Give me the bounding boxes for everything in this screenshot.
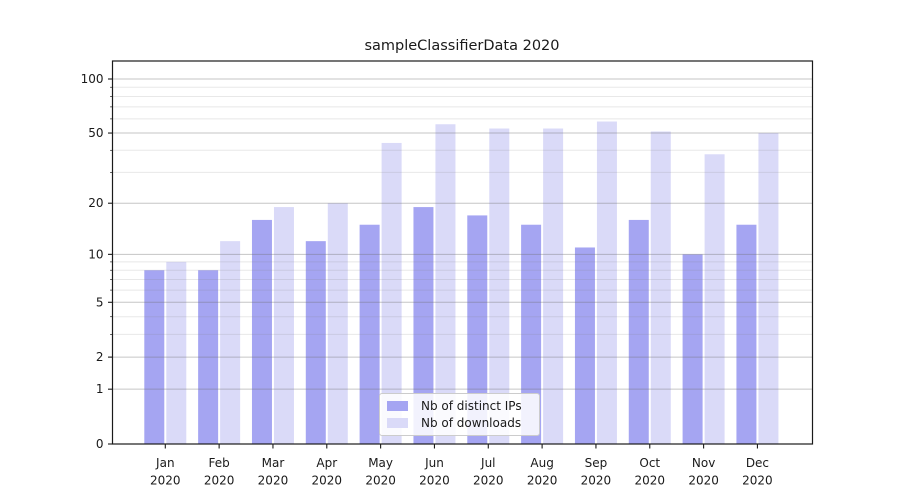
bar-downloads-aug [543, 128, 564, 445]
bar-downloads-mar [273, 207, 294, 444]
x-tick-label-month: Jun [424, 456, 444, 470]
x-tick-label-year: 2020 [581, 474, 612, 488]
bar-distinct-ips-feb [198, 270, 219, 444]
y-tick-label: 10 [88, 247, 103, 261]
legend-label-distinct-ips: Nb of distinct IPs [421, 399, 522, 413]
bar-downloads-nov [704, 154, 725, 444]
bar-distinct-ips-aug [521, 224, 542, 444]
bar-distinct-ips-jul [467, 215, 488, 444]
x-tick-label-year: 2020 [204, 474, 235, 488]
bar-distinct-ips-dec [736, 224, 757, 444]
bar-distinct-ips-sep [574, 247, 595, 444]
y-tick-label: 5 [96, 295, 104, 309]
x-tick-label-year: 2020 [150, 474, 181, 488]
x-tick-label-year: 2020 [419, 474, 450, 488]
x-tick-label-month: Aug [530, 456, 553, 470]
legend: Nb of distinct IPs Nb of downloads [379, 393, 540, 436]
bar-downloads-jan [166, 261, 187, 444]
bar-downloads-sep [596, 121, 617, 444]
bar-downloads-jul [489, 128, 510, 445]
x-tick-label-year: 2020 [258, 474, 289, 488]
legend-swatch-downloads-icon [387, 418, 408, 428]
bar-distinct-ips-nov [682, 254, 703, 444]
bar-distinct-ips-oct [628, 219, 649, 444]
x-tick-label-month: Dec [746, 456, 769, 470]
x-tick-label-month: May [368, 456, 393, 470]
bar-distinct-ips-may [359, 224, 380, 444]
y-tick-label: 2 [96, 350, 104, 364]
y-tick-label: 100 [81, 72, 104, 86]
legend-item: Nb of downloads [387, 416, 531, 430]
y-tick-label: 1 [96, 382, 104, 396]
y-tick-label: 20 [88, 196, 103, 210]
bar-downloads-dec [758, 133, 779, 444]
x-tick-label-year: 2020 [527, 474, 558, 488]
bar-distinct-ips-jan [144, 270, 165, 444]
bar-distinct-ips-jun [413, 207, 434, 444]
bar-distinct-ips-apr [305, 241, 326, 444]
legend-swatch-distinct-ips-icon [387, 401, 408, 411]
bar-distinct-ips-mar [251, 219, 272, 444]
x-tick-label-month: Nov [692, 456, 715, 470]
bar-downloads-feb [220, 241, 241, 444]
x-tick-label-year: 2020 [742, 474, 773, 488]
x-tick-label-year: 2020 [365, 474, 396, 488]
y-tick-label: 50 [88, 126, 103, 140]
x-tick-label-month: Mar [262, 456, 285, 470]
y-tick-label: 0 [96, 437, 104, 451]
legend-item: Nb of distinct IPs [387, 399, 531, 413]
bar-downloads-oct [650, 131, 671, 445]
x-tick-label-month: Sep [585, 456, 608, 470]
x-tick-label-month: Feb [209, 456, 230, 470]
x-tick-label-month: Apr [316, 456, 337, 470]
bar-downloads-apr [327, 203, 348, 444]
x-tick-label-month: Jul [480, 456, 495, 470]
bar-downloads-jun [435, 124, 456, 445]
x-tick-label-year: 2020 [473, 474, 504, 488]
plot-border [111, 60, 814, 445]
bar-downloads-may [381, 142, 402, 444]
legend-label-downloads: Nb of downloads [421, 416, 522, 430]
x-tick-label-month: Oct [639, 456, 660, 470]
x-tick-label-year: 2020 [688, 474, 719, 488]
x-tick-label-month: Jan [155, 456, 175, 470]
x-tick-label-year: 2020 [312, 474, 343, 488]
x-tick-label-year: 2020 [634, 474, 665, 488]
